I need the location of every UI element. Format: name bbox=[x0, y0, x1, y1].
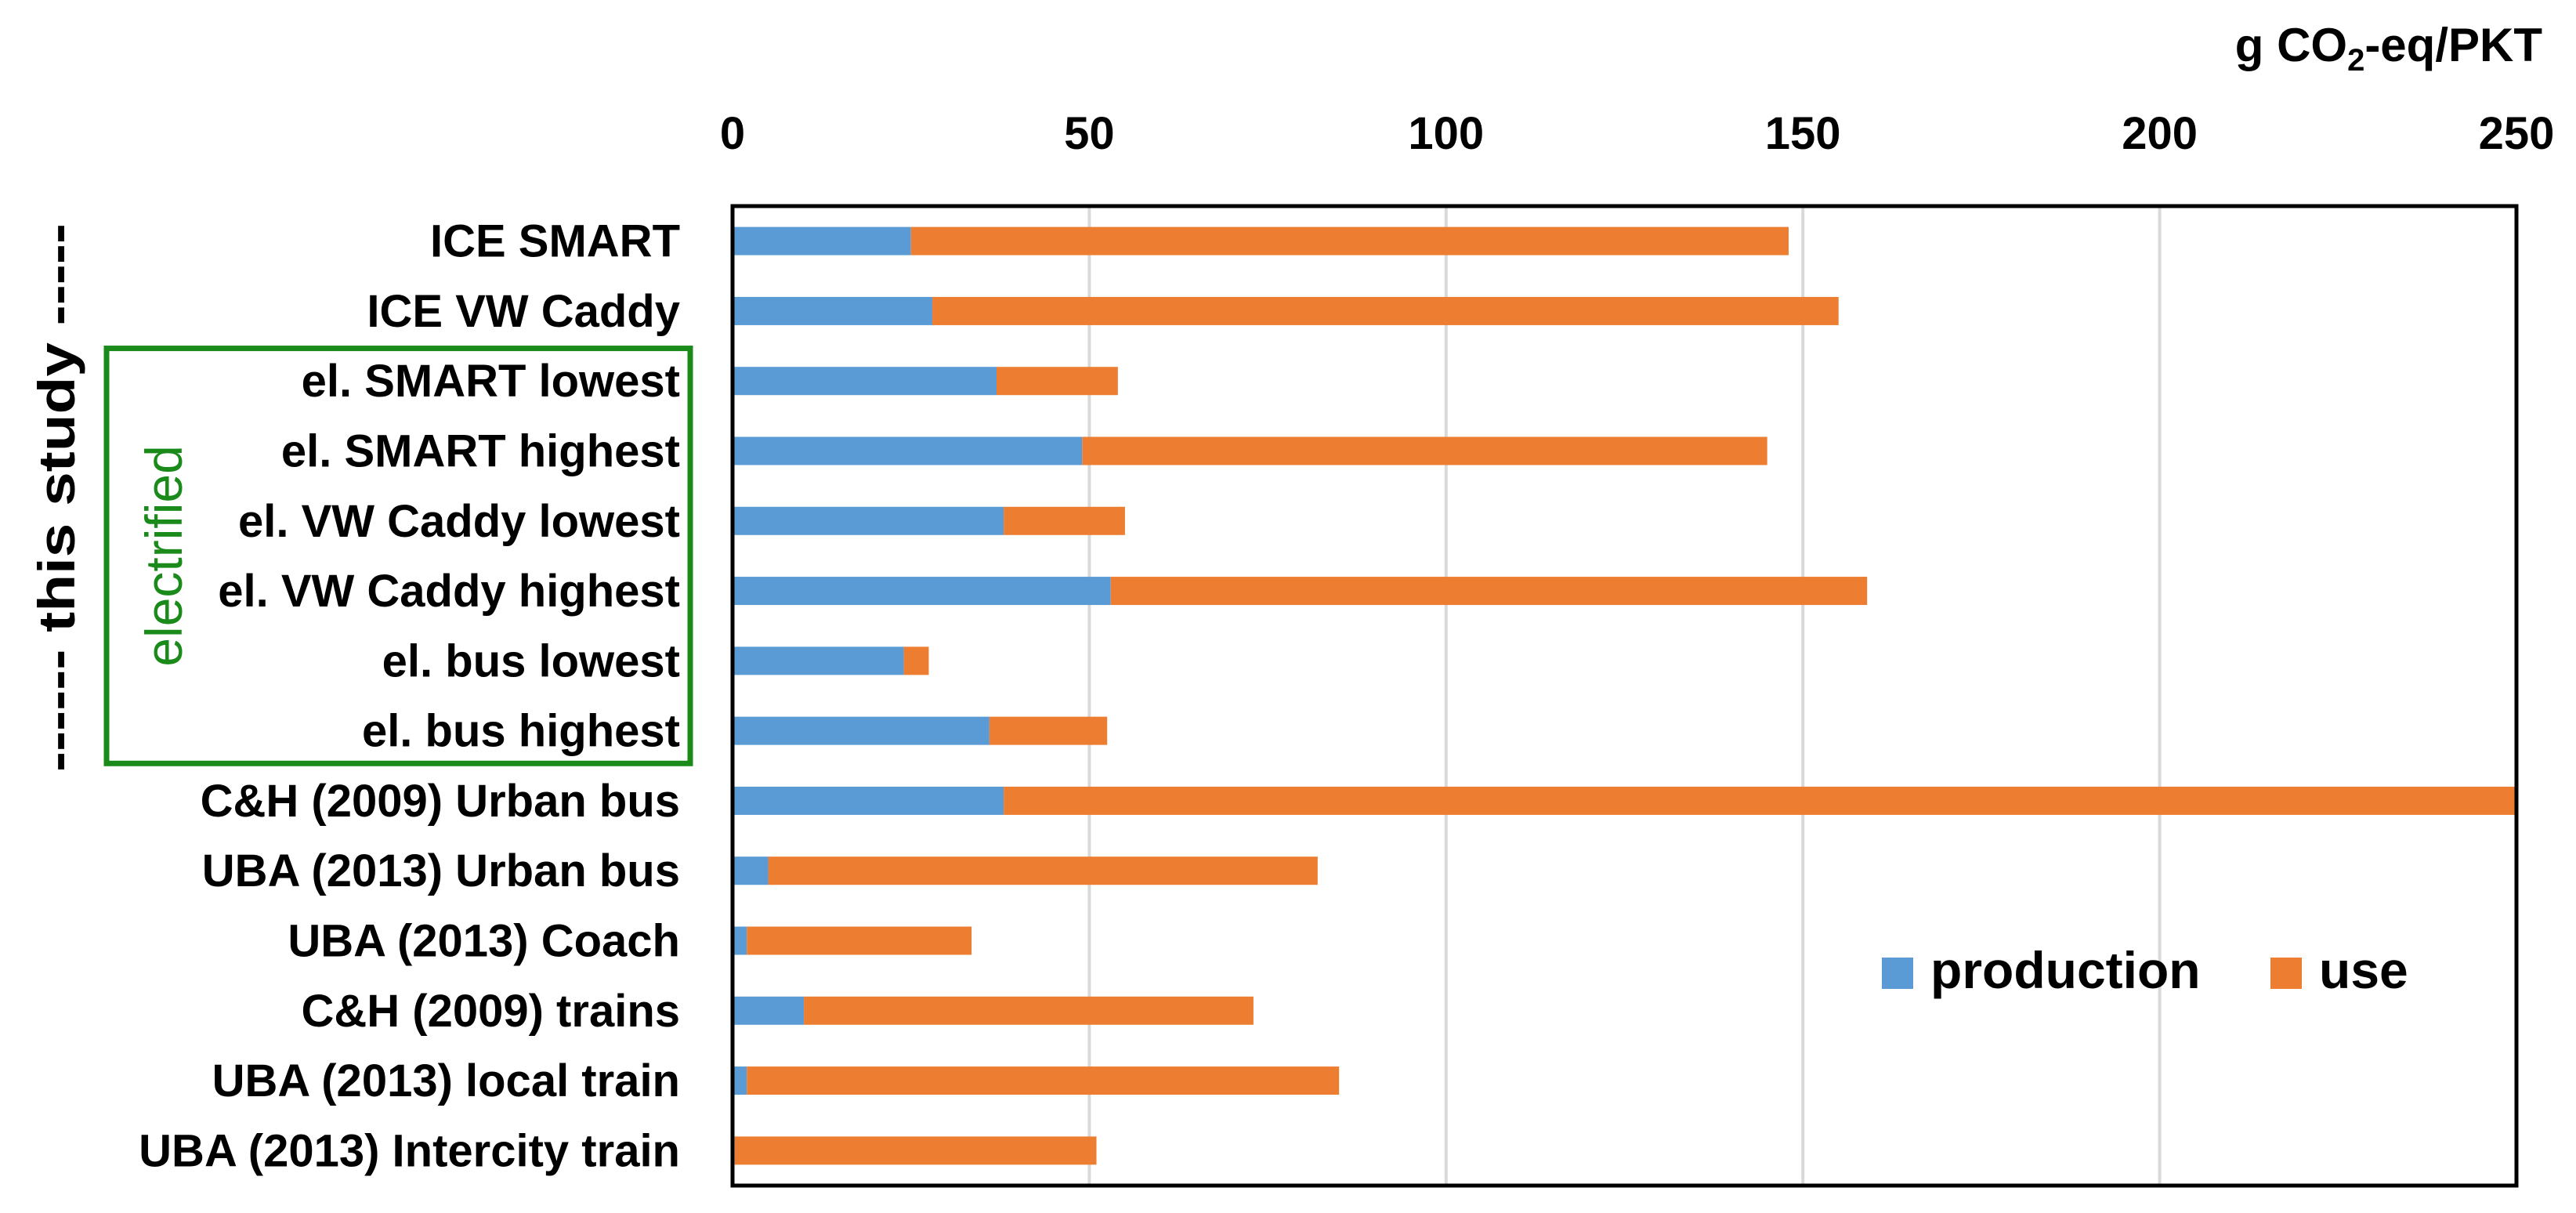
legend-swatch-production bbox=[1882, 958, 1913, 989]
unit-label-prefix: g CO bbox=[2235, 19, 2347, 71]
bar-use bbox=[910, 226, 1789, 255]
legend-swatch-use bbox=[2270, 958, 2302, 989]
bar-production bbox=[733, 436, 1083, 465]
bar-production bbox=[733, 926, 747, 955]
bar-use bbox=[1004, 506, 1125, 535]
bar-use bbox=[1110, 577, 1868, 606]
category-label: UBA (2013) Urban bus bbox=[202, 845, 680, 896]
category-label: UBA (2013) Coach bbox=[288, 916, 680, 967]
bar-production bbox=[733, 996, 805, 1025]
plot-frame bbox=[730, 204, 2519, 1188]
bar-production bbox=[733, 786, 1004, 815]
category-label: ICE SMART bbox=[430, 216, 680, 267]
bar-use bbox=[989, 716, 1108, 745]
legend-label-production: production bbox=[1930, 941, 2201, 999]
category-label: ICE VW Caddy bbox=[367, 286, 680, 337]
category-label: C&H (2009) trains bbox=[302, 986, 680, 1037]
bar-production bbox=[733, 1066, 747, 1095]
bar-use bbox=[734, 1136, 1097, 1165]
x-tick-label: 100 bbox=[1408, 108, 1484, 159]
bar-use bbox=[1082, 436, 1767, 465]
electrified-group-label: electrified bbox=[135, 445, 193, 666]
this-study-bracket: ------ this study ----- bbox=[27, 223, 85, 772]
legend-label-use: use bbox=[2319, 941, 2408, 999]
category-label: el. VW Caddy lowest bbox=[238, 496, 680, 547]
legend: production use bbox=[1882, 941, 2408, 999]
unit-label: g CO2-eq/PKT bbox=[2235, 19, 2542, 78]
bar-use bbox=[747, 926, 972, 955]
x-tick-label: 250 bbox=[2479, 108, 2555, 159]
category-label: UBA (2013) local train bbox=[212, 1055, 680, 1106]
x-tick-labels: 0 50 100 150 200 250 bbox=[720, 108, 2555, 159]
category-label: el. SMART highest bbox=[281, 426, 680, 477]
bar-production bbox=[733, 577, 1111, 606]
bar-use bbox=[932, 296, 1839, 325]
bar-production bbox=[733, 506, 1004, 535]
bars bbox=[733, 226, 2516, 1165]
bar-use bbox=[996, 367, 1118, 396]
unit-label-suffix: -eq/PKT bbox=[2364, 19, 2542, 71]
x-tick-label: 50 bbox=[1064, 108, 1115, 159]
x-tick-label: 200 bbox=[2122, 108, 2198, 159]
bar-use bbox=[768, 856, 1318, 885]
bar-production bbox=[733, 646, 904, 675]
bar-use bbox=[804, 996, 1254, 1025]
category-label: el. SMART lowest bbox=[302, 356, 680, 407]
category-label: el. bus lowest bbox=[382, 635, 680, 686]
bar-production bbox=[733, 716, 990, 745]
bar-production bbox=[733, 296, 933, 325]
category-label: C&H (2009) Urban bus bbox=[201, 776, 680, 827]
bar-use bbox=[1004, 786, 2516, 815]
bar-use bbox=[903, 646, 929, 675]
unit-label-subscript: 2 bbox=[2347, 43, 2364, 78]
category-label: UBA (2013) Intercity train bbox=[139, 1125, 680, 1176]
category-labels: ICE SMART ICE VW Caddy el. SMART lowest el.… bbox=[139, 216, 680, 1177]
bar-production bbox=[733, 856, 769, 885]
bar-production bbox=[733, 226, 911, 255]
gridlines bbox=[1087, 206, 2162, 1186]
electrified-group-box bbox=[103, 346, 693, 766]
category-label: el. bus highest bbox=[362, 706, 680, 757]
x-tick-label: 150 bbox=[1765, 108, 1841, 159]
bar-use bbox=[747, 1066, 1340, 1095]
x-tick-label: 0 bbox=[720, 108, 745, 159]
category-label: el. VW Caddy highest bbox=[218, 566, 680, 617]
bar-production bbox=[733, 367, 997, 396]
